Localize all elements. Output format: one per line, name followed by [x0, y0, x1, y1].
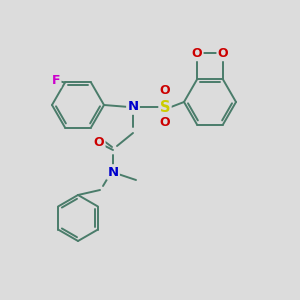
- Text: O: O: [218, 47, 228, 60]
- Text: S: S: [160, 100, 170, 115]
- Text: N: N: [128, 100, 139, 113]
- Text: F: F: [52, 74, 60, 87]
- Text: N: N: [107, 166, 118, 178]
- Text: O: O: [94, 136, 104, 148]
- Text: O: O: [160, 85, 170, 98]
- Text: O: O: [192, 47, 202, 60]
- Text: O: O: [160, 116, 170, 130]
